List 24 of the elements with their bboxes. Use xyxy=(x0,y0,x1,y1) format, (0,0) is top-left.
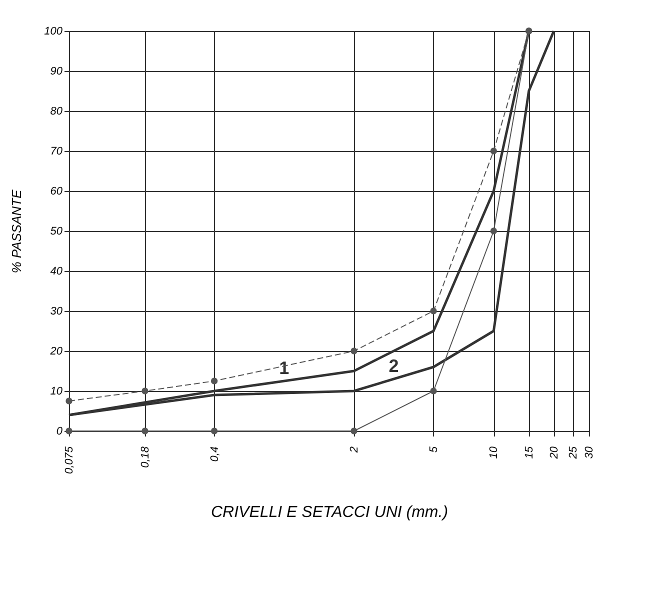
x-tick-label: 25 xyxy=(568,446,580,460)
y-tick-label: 100 xyxy=(44,26,64,38)
x-tick-label: 30 xyxy=(584,446,596,459)
y-axis-title: % PASSANTE xyxy=(9,189,24,274)
x-tick-label: 0,4 xyxy=(208,446,221,462)
x-tick-label: 5 xyxy=(428,446,440,453)
y-tick-label: 20 xyxy=(49,346,64,358)
y-tick-label: 0 xyxy=(56,426,64,438)
y-tick-label: 50 xyxy=(50,226,64,238)
y-tick-label: 30 xyxy=(50,306,64,318)
x-tick-label: 0,075 xyxy=(64,446,76,474)
y-tick-label: 70 xyxy=(50,146,64,158)
series-label: 2 xyxy=(388,356,399,376)
x-axis-title: CRIVELLI E SETACCI UNI (mm.) xyxy=(210,504,448,522)
y-tick-label: 40 xyxy=(50,266,64,278)
y-tick-label: 10 xyxy=(50,386,64,398)
x-tick-label: 20 xyxy=(548,446,560,460)
y-tick-label: 80 xyxy=(50,106,64,118)
x-tick-label: 15 xyxy=(523,446,536,459)
x-tick-label: 10 xyxy=(488,446,500,459)
x-tick-label: 2 xyxy=(348,446,360,454)
y-tick-label: 90 xyxy=(50,66,64,78)
y-tick-label: 60 xyxy=(50,186,64,198)
x-tick-label: 0,18 xyxy=(139,446,152,468)
